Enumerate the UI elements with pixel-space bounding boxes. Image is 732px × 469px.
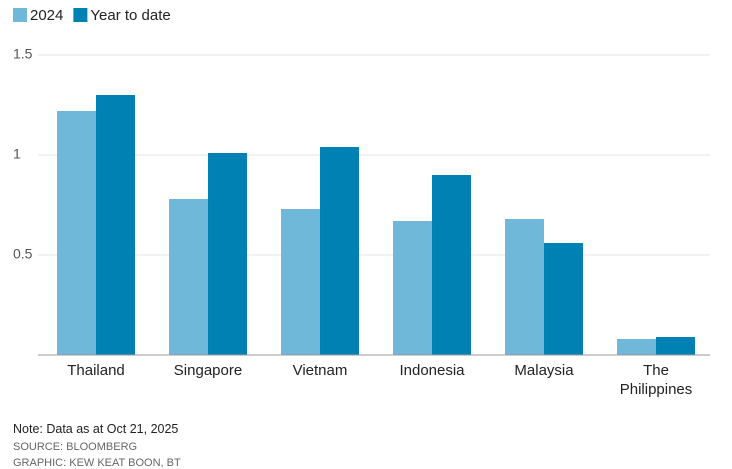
bar xyxy=(208,153,247,355)
x-tick-label: The Philippines xyxy=(619,362,693,398)
credit: GRAPHIC: KEW KEAT BOON, BT xyxy=(13,457,181,469)
x-tick-label: Thailand xyxy=(67,362,125,379)
bar xyxy=(656,337,695,355)
note: Note: Data as at Oct 21, 2025 xyxy=(13,422,179,436)
source: SOURCE: BLOOMBERG xyxy=(13,441,138,453)
x-tick-label: Indonesia xyxy=(399,362,465,379)
y-tick-label: 1.5 xyxy=(13,46,33,62)
x-tick-label: Vietnam xyxy=(292,362,348,379)
bar xyxy=(57,111,96,355)
bar xyxy=(544,243,583,355)
y-tick-label: 0.5 xyxy=(13,246,33,262)
y-tick-label: 1 xyxy=(13,146,21,162)
legend-label: 2024 xyxy=(30,7,63,24)
legend-label: Year to date xyxy=(90,7,170,24)
bar xyxy=(617,339,656,355)
legend-swatch xyxy=(73,8,88,22)
bar xyxy=(320,147,359,355)
x-tick-label: Malaysia xyxy=(514,362,574,379)
x-tick-label: Singapore xyxy=(173,362,243,379)
bar xyxy=(432,175,471,355)
bar xyxy=(393,221,432,355)
legend-swatch xyxy=(13,8,27,22)
bar xyxy=(281,209,320,355)
bar xyxy=(505,219,544,355)
bar xyxy=(96,95,135,355)
bar xyxy=(169,199,208,355)
